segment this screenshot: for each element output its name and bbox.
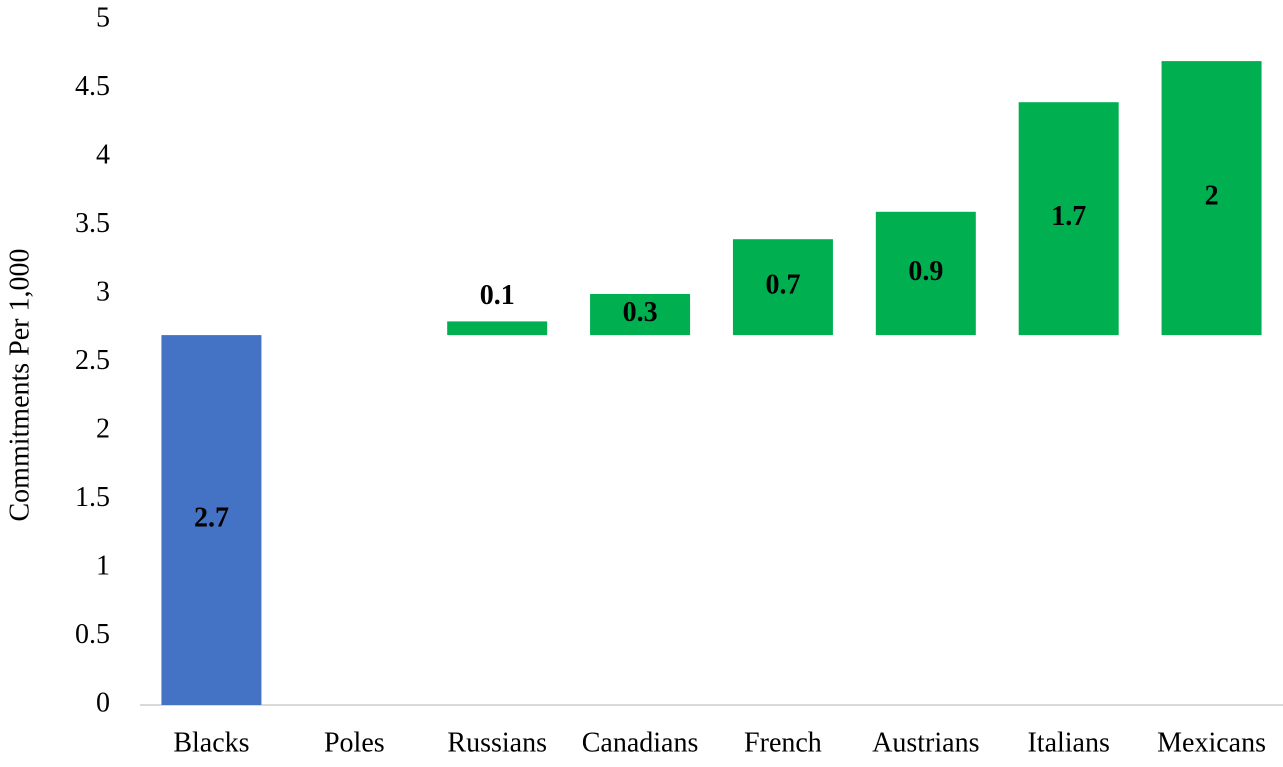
value-label: 0.7 — [765, 270, 800, 301]
bar — [875, 211, 976, 336]
y-tick-label: 4.5 — [75, 71, 110, 102]
value-label: 2 — [1205, 181, 1219, 212]
value-label: 0.1 — [480, 280, 515, 311]
y-tick-label: 2 — [96, 413, 110, 444]
x-tick-label: Italians — [1027, 727, 1109, 758]
value-label: 0.3 — [623, 297, 658, 328]
y-tick-label: 0.5 — [75, 619, 110, 650]
bar — [1018, 102, 1119, 336]
bar — [732, 239, 833, 336]
x-tick-label: Russians — [447, 727, 547, 758]
y-tick-label: 3 — [96, 276, 110, 307]
x-tick-label: Austrians — [872, 727, 979, 758]
bar — [590, 294, 691, 336]
y-tick-label: 1.5 — [75, 482, 110, 513]
y-tick-label: 0 — [96, 687, 110, 718]
bar — [161, 335, 262, 705]
x-tick-label: French — [744, 727, 822, 758]
y-tick-label: 5 — [96, 2, 110, 33]
y-tick-label: 3.5 — [75, 208, 110, 239]
value-label: 2.7 — [194, 502, 229, 533]
x-tick-label: Mexicans — [1157, 727, 1266, 758]
bar — [447, 321, 548, 336]
y-tick-label: 4 — [96, 139, 110, 170]
x-tick-label: Poles — [324, 727, 385, 758]
y-axis-title: Commitments Per 1,000 — [4, 249, 35, 522]
x-tick-label: Canadians — [582, 727, 699, 758]
value-label: 1.7 — [1051, 201, 1086, 232]
y-tick-label: 2.5 — [75, 345, 110, 376]
value-label: 0.9 — [908, 256, 943, 287]
y-tick-label: 1 — [96, 550, 110, 581]
x-tick-label: Blacks — [173, 727, 249, 758]
bar — [1161, 61, 1262, 336]
